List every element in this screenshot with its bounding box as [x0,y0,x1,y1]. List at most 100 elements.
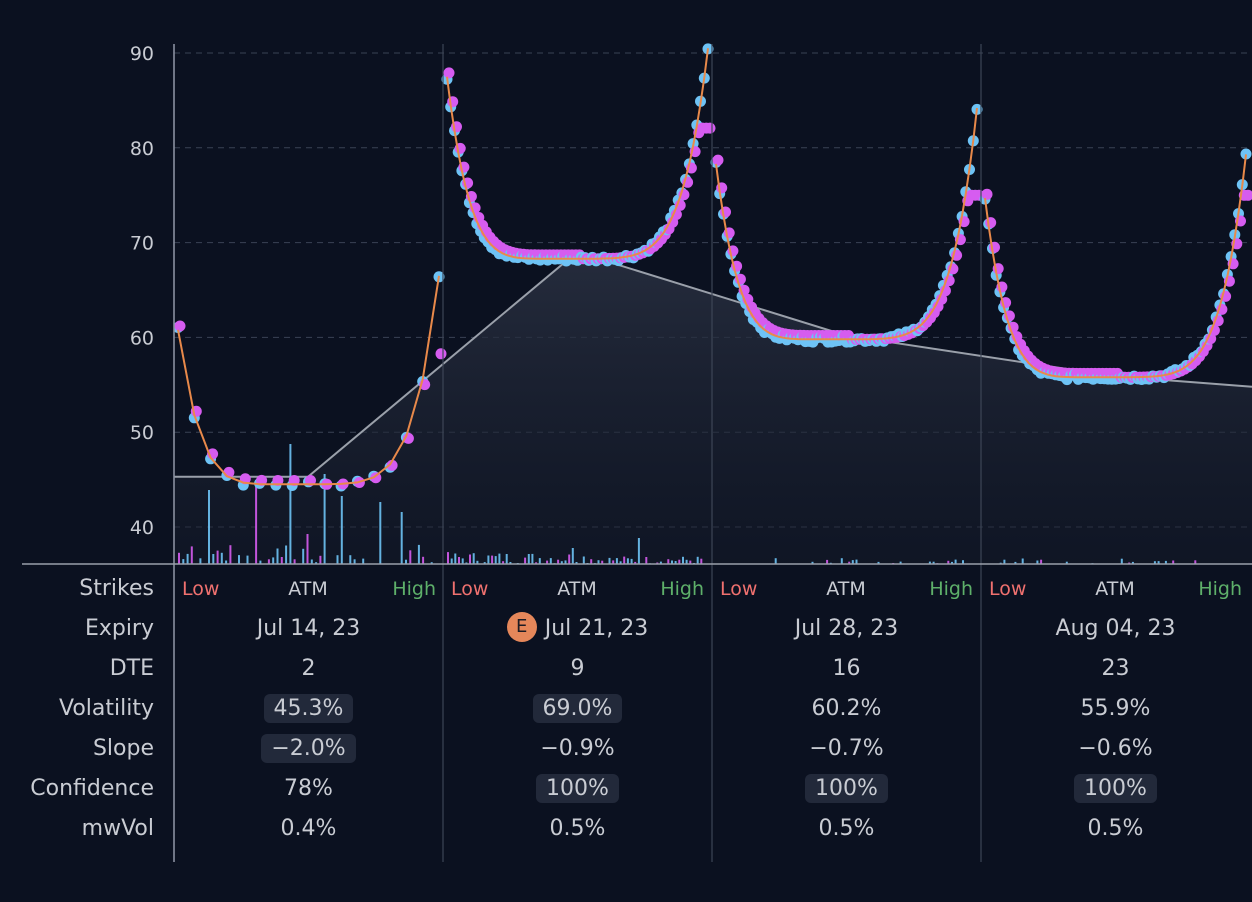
volume-bar [582,556,585,564]
volume-bar [362,558,365,564]
volume-bar [212,554,215,564]
volume-bar [417,544,420,564]
volume-bar [700,558,703,564]
volume-bar [1157,561,1160,564]
volume-bar [422,556,425,564]
volume-bar [447,552,449,564]
volume-bar [524,557,527,564]
volume-bar [293,559,296,564]
volume-bar [498,553,501,564]
volume-bar [947,560,950,564]
volume-bar [178,552,180,564]
volume-bar [469,554,471,564]
volume-bar [472,553,475,564]
put-iv-point [443,67,455,79]
put-iv-point [704,122,716,134]
row-label-dte: DTE [109,656,154,681]
volume-bar [634,561,637,564]
strike-atm-label: ATM [826,578,866,600]
call-iv-point [1240,148,1252,160]
y-tick-label: 40 [130,517,154,539]
volume-bar [608,557,611,564]
volume-bar [557,559,560,564]
volume-bar [259,560,262,564]
volume-bar [1040,559,1043,564]
confidence-value: 100% [805,774,888,803]
volume-bar [340,496,343,564]
volume-bar [405,559,407,564]
confidence-value: 78% [284,776,333,801]
volume-bar [1194,560,1197,564]
volume-bar [615,558,618,564]
volume-bar [626,558,629,564]
volume-bar [476,560,479,564]
volume-bar [826,559,829,564]
volume-bar [685,559,688,564]
row-label-expiry: Expiry [84,616,154,641]
put-iv-point [370,472,382,484]
put-iv-point [712,154,724,166]
earnings-badge-icon[interactable]: E [506,612,537,642]
volume-bar [590,559,593,564]
volume-bar [315,562,318,564]
row-label-slope: Slope [92,736,154,761]
volume-bar [272,557,275,564]
volume-bar [659,561,662,564]
put-iv-point [288,475,300,486]
volume-bar [199,558,202,564]
volume-bar [954,559,957,564]
volume-bar [379,502,382,564]
volume-bar [208,490,210,564]
volume-bar [494,556,497,564]
volatility-value: 60.2% [811,696,882,721]
volume-bar [671,560,673,564]
put-iv-point [435,348,447,360]
volume-bar [225,560,228,564]
volume-bar [255,480,258,564]
volume-bar [531,553,534,564]
volume-bar [323,474,326,564]
volume-bar [696,556,699,564]
put-iv-point [305,475,316,486]
expiry-value: Aug 04, 23 [1055,616,1176,641]
volume-bar [527,554,530,564]
volume-bar [190,546,193,564]
volume-bar [186,553,189,564]
volume-bar [597,560,600,564]
put-iv-point [272,475,284,486]
volume-bar [306,534,309,564]
volume-bar [450,558,453,564]
volume-bar [560,561,563,564]
mwvol-value: 0.5% [549,816,606,841]
volume-bar [575,562,578,564]
strike-atm-label: ATM [1095,578,1135,600]
slope-value: −0.7% [809,736,884,761]
volume-bar [549,558,552,564]
volume-bar [877,561,880,564]
strike-low-label: Low [451,578,489,600]
volume-bar [487,555,490,564]
volume-bar [1172,560,1175,564]
volume-bar [238,555,240,564]
volume-bar [568,554,571,564]
volume-bar [502,561,505,564]
y-tick-label: 80 [130,138,154,160]
mwvol-value: 0.4% [280,816,337,841]
strike-high-label: High [929,578,973,600]
volume-bar [851,560,854,564]
volume-bar [538,558,541,564]
dte-value: 23 [1101,656,1130,681]
strike-low-label: Low [720,578,758,600]
put-iv-point [174,320,186,332]
put-iv-point [386,459,398,471]
volume-bar [637,538,640,564]
volume-bar [612,560,615,564]
row-label-strikes: Strikes [79,576,154,601]
volume-bar [855,559,858,564]
put-iv-point [1242,189,1252,201]
smile-fit-curve [715,107,978,341]
dte-value: 9 [570,656,585,681]
volume-bar [1164,560,1167,564]
